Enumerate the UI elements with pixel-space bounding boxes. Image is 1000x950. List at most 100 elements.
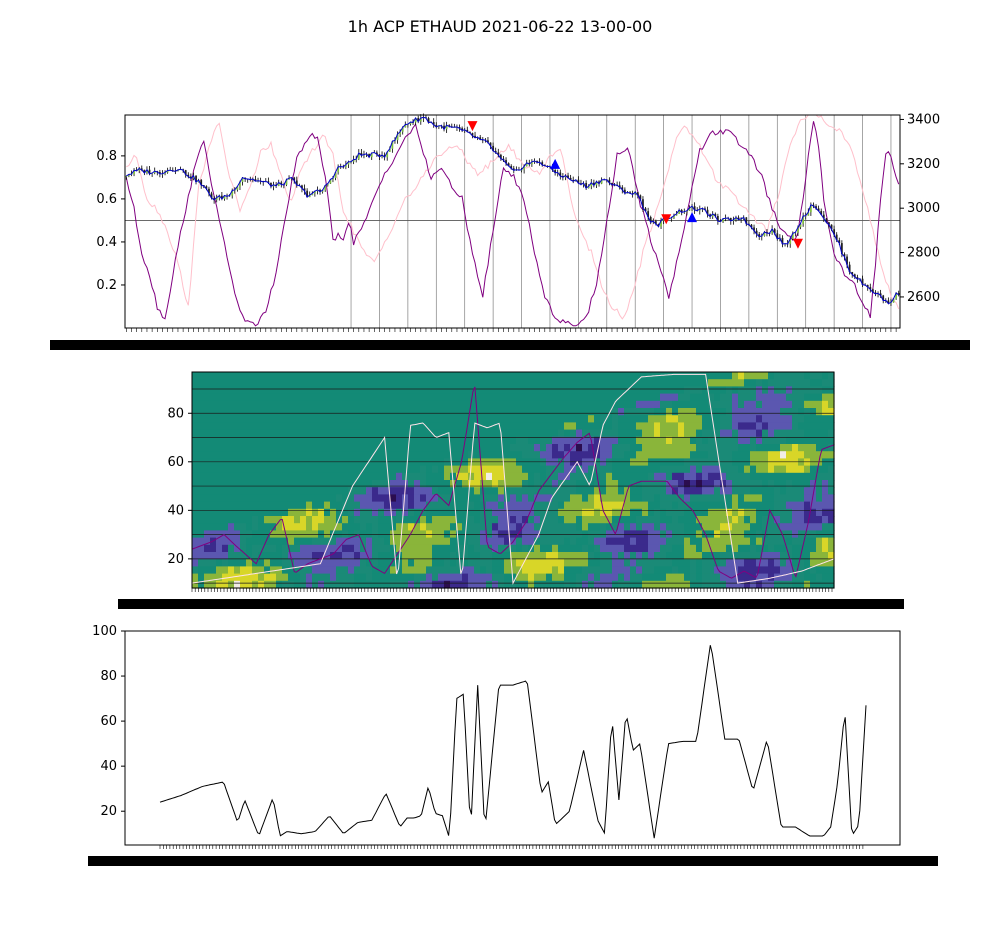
heatmap-cell bbox=[318, 523, 325, 531]
candle-body bbox=[621, 187, 624, 190]
heatmap-cell bbox=[714, 566, 721, 575]
left-tick-label: 0.8 bbox=[96, 149, 117, 164]
heatmap-cell bbox=[258, 379, 265, 387]
heatmap-cell bbox=[240, 393, 247, 402]
heatmap-cell bbox=[234, 393, 241, 402]
heatmap-cell bbox=[732, 465, 739, 474]
heatmap-cell bbox=[690, 487, 697, 495]
heatmap-cell bbox=[516, 523, 523, 531]
heatmap-cell bbox=[678, 408, 685, 416]
heatmap-cell bbox=[636, 501, 643, 510]
heatmap-cell bbox=[606, 516, 613, 524]
heatmap-cell bbox=[444, 487, 451, 495]
heatmap-cell bbox=[396, 573, 403, 582]
heatmap-cell bbox=[642, 372, 649, 380]
heatmap-cell bbox=[786, 372, 793, 380]
heatmap-cell bbox=[324, 393, 331, 402]
heatmap-cell bbox=[462, 552, 469, 560]
heatmap-cell bbox=[654, 523, 661, 531]
heatmap-cell bbox=[786, 472, 793, 481]
heatmap-cell bbox=[684, 465, 691, 474]
heatmap-cell bbox=[492, 480, 499, 488]
heatmap-cell bbox=[660, 494, 667, 503]
heatmap-cell bbox=[654, 436, 661, 445]
heatmap-cell bbox=[756, 408, 763, 416]
heatmap-cell bbox=[660, 386, 667, 395]
heatmap-cell bbox=[708, 501, 715, 510]
heatmap-cell bbox=[558, 552, 565, 560]
heatmap-cell bbox=[522, 436, 529, 445]
heatmap-cell bbox=[762, 487, 769, 495]
heatmap-cell bbox=[678, 487, 685, 495]
heatmap-cell bbox=[306, 393, 313, 402]
heatmap-cell bbox=[432, 544, 439, 553]
heatmap-cell bbox=[270, 501, 277, 510]
heatmap-cell bbox=[462, 408, 469, 416]
candle-body bbox=[797, 227, 799, 233]
heatmap-cell bbox=[384, 523, 391, 531]
heatmap-cell bbox=[648, 422, 655, 431]
heatmap-cell bbox=[198, 480, 205, 488]
heatmap-cell bbox=[324, 580, 331, 589]
heatmap-cell bbox=[786, 559, 793, 567]
heatmap-cell bbox=[198, 487, 205, 495]
heatmap-cell bbox=[216, 480, 223, 488]
heatmap-cell bbox=[324, 487, 331, 495]
heatmap-cell bbox=[348, 415, 355, 423]
heatmap-cell bbox=[822, 559, 829, 567]
heatmap-cell bbox=[396, 408, 403, 416]
heatmap-cell bbox=[534, 544, 541, 553]
heatmap-cell bbox=[348, 393, 355, 402]
heatmap-cell bbox=[822, 451, 829, 459]
heatmap-cell bbox=[432, 573, 439, 582]
heatmap-cell bbox=[642, 494, 649, 503]
heatmap-cell bbox=[774, 559, 781, 567]
heatmap-cell bbox=[396, 436, 403, 445]
heatmap-cell bbox=[672, 429, 679, 438]
heatmap-cell bbox=[564, 379, 571, 387]
candle-body bbox=[360, 152, 363, 156]
heatmap-cell bbox=[300, 501, 307, 510]
heatmap-cell bbox=[444, 573, 451, 582]
heatmap-cell bbox=[570, 429, 577, 438]
heatmap-cell bbox=[564, 494, 571, 503]
heatmap-cell bbox=[390, 566, 397, 575]
candle-body bbox=[138, 168, 141, 171]
heatmap-cell bbox=[738, 386, 745, 395]
heatmap-cell bbox=[702, 487, 709, 495]
heatmap-cell bbox=[468, 415, 475, 423]
heatmap-cell bbox=[546, 487, 553, 495]
heatmap-cell bbox=[774, 501, 781, 510]
heatmap-cell bbox=[390, 559, 397, 567]
heatmap-cell bbox=[810, 573, 817, 582]
heatmap-cell bbox=[576, 415, 583, 423]
heatmap-cell bbox=[618, 537, 625, 546]
heatmap-cell bbox=[342, 480, 349, 488]
heatmap-cell bbox=[624, 372, 631, 380]
heatmap-cell bbox=[348, 480, 355, 488]
heatmap-cell bbox=[378, 451, 385, 459]
heatmap-cell bbox=[492, 580, 499, 589]
heatmap-cell bbox=[654, 559, 661, 567]
heatmap-cell bbox=[204, 429, 211, 438]
heatmap-cell bbox=[762, 422, 769, 431]
heatmap-cell bbox=[654, 444, 661, 452]
heatmap-cell bbox=[372, 480, 379, 488]
heatmap-cell bbox=[504, 472, 511, 481]
heatmap-cell bbox=[240, 400, 247, 409]
heatmap-cell bbox=[546, 429, 553, 438]
heatmap-cell bbox=[228, 480, 235, 488]
heatmap-cell bbox=[522, 429, 529, 438]
heatmap-cell bbox=[420, 480, 427, 488]
heatmap-cell bbox=[516, 415, 523, 423]
heatmap-cell bbox=[624, 451, 631, 459]
heatmap-cell bbox=[528, 494, 535, 503]
heatmap-cell bbox=[474, 501, 481, 510]
heatmap-cell bbox=[486, 552, 493, 560]
left-tick-label: 0.4 bbox=[96, 235, 117, 250]
heatmap-cell bbox=[402, 494, 409, 503]
heatmap-cell bbox=[642, 465, 649, 474]
heatmap-cell bbox=[252, 573, 259, 582]
candle-body bbox=[437, 125, 440, 127]
heatmap-cell bbox=[396, 472, 403, 481]
